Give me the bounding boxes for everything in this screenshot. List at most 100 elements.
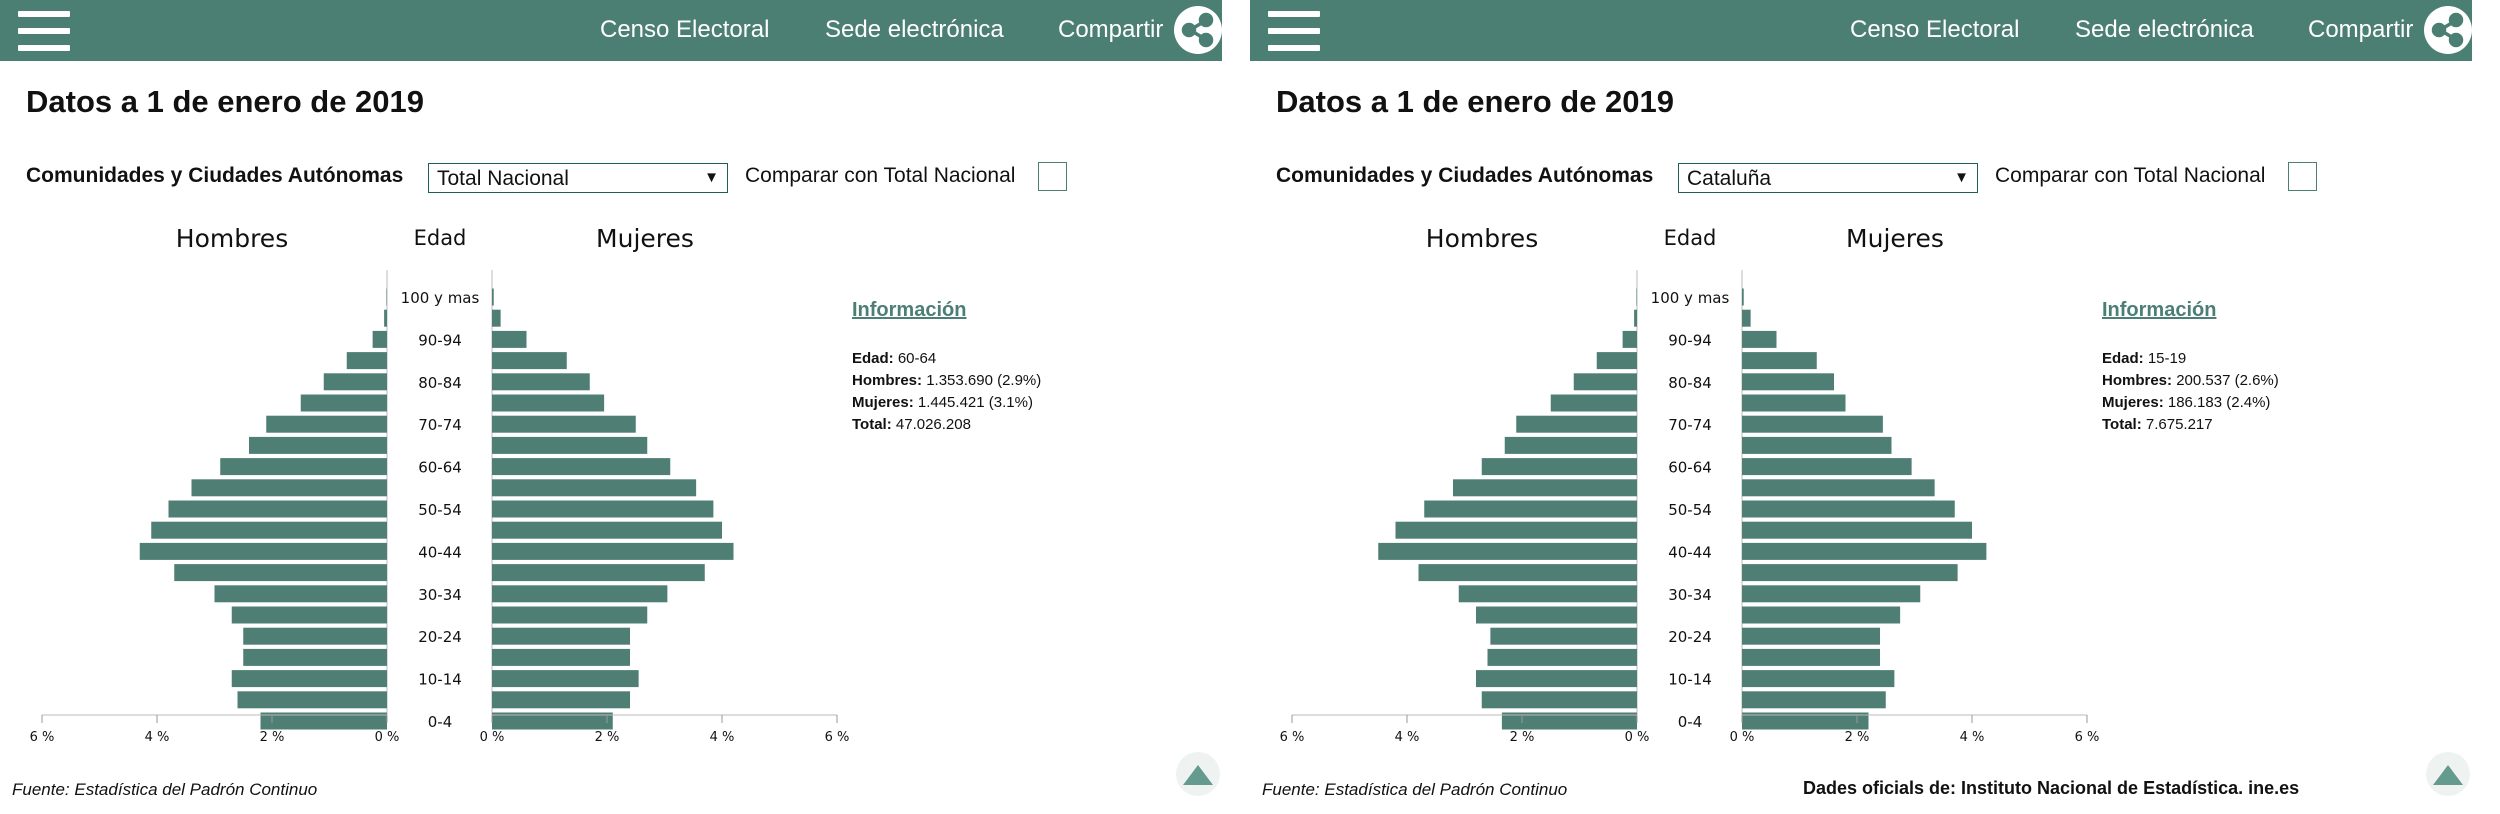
bar-hombres-30-34 <box>1458 585 1637 603</box>
hamburger-icon[interactable] <box>18 11 70 51</box>
top-nav-bar: Censo Electoral Sede electrónica Compart… <box>0 0 1222 61</box>
info-mujeres-label: Mujeres: <box>852 394 914 411</box>
x-tick-label: 2 % <box>1510 730 1535 745</box>
info-hombres-label: Hombres: <box>2102 372 2173 389</box>
bar-mujeres-10-14 <box>1742 670 1895 688</box>
bar-hombres-20-24 <box>243 627 387 645</box>
age-tick-label: 50-54 <box>1668 501 1712 519</box>
compare-checkbox[interactable] <box>2288 162 2317 191</box>
x-tick-label: 4 % <box>1395 730 1420 745</box>
bar-mujeres-35-39 <box>492 564 705 582</box>
bar-mujeres-45-49 <box>1742 521 1972 539</box>
bar-mujeres-40-44 <box>492 542 734 560</box>
bar-mujeres-0-4 <box>1742 712 1869 730</box>
info-hombres-value: 200.537 (2.6%) <box>2176 372 2279 389</box>
chart-title-hombres: Hombres <box>1426 224 1538 253</box>
region-select[interactable]: Total Nacional ▼ <box>428 163 728 193</box>
scroll-top-button[interactable] <box>1176 752 1220 796</box>
age-tick-label: 100 y mas <box>401 289 480 307</box>
nav-sede-electronica[interactable]: Sede electrónica <box>2075 16 2254 43</box>
bar-hombres-0-4 <box>1501 712 1637 730</box>
bar-hombres-65-69 <box>249 436 387 454</box>
bar-hombres-100 y mas <box>1636 288 1637 306</box>
age-tick-label: 20-24 <box>418 628 462 646</box>
bar-hombres-95-99 <box>1634 309 1637 327</box>
scroll-top-button[interactable] <box>2426 752 2470 796</box>
chart-title-edad: Edad <box>1664 226 1717 250</box>
bar-mujeres-70-74 <box>1742 415 1883 433</box>
bar-mujeres-0-4 <box>492 712 613 730</box>
chart-title-hombres: Hombres <box>176 224 288 253</box>
bar-hombres-75-79 <box>300 394 387 412</box>
region-filter-label: Comunidades y Ciudades Autónomas <box>1276 164 1654 187</box>
age-tick-label: 20-24 <box>1668 628 1712 646</box>
bar-hombres-10-14 <box>1476 670 1637 688</box>
x-tick-label: 0 % <box>480 730 505 745</box>
bar-mujeres-5-9 <box>492 691 630 709</box>
age-tick-label: 30-34 <box>1668 586 1712 604</box>
nav-censo-electoral[interactable]: Censo Electoral <box>1850 16 2020 43</box>
info-edad-value: 60-64 <box>897 350 937 367</box>
bar-hombres-10-14 <box>231 670 387 688</box>
bar-mujeres-55-59 <box>492 479 697 497</box>
bar-mujeres-25-29 <box>492 606 648 624</box>
x-tick-label: 0 % <box>1625 730 1650 745</box>
x-tick-label: 6 % <box>1280 730 1305 745</box>
bar-mujeres-60-64 <box>492 458 671 476</box>
bar-mujeres-10-14 <box>492 670 639 688</box>
region-filter-label: Comunidades y Ciudades Autónomas <box>26 164 404 187</box>
bar-mujeres-85-89 <box>492 352 567 370</box>
info-total-label: Total: <box>2102 416 2142 433</box>
nav-compartir[interactable]: Compartir <box>1058 16 1164 43</box>
info-title[interactable]: Información <box>2102 299 2217 321</box>
chevron-down-icon: ▼ <box>704 169 719 186</box>
bar-mujeres-75-79 <box>1742 394 1846 412</box>
age-tick-label: 60-64 <box>418 459 462 477</box>
bar-hombres-90-94 <box>372 330 387 348</box>
source-note: Fuente: Estadística del Padrón Continuo <box>12 780 318 799</box>
bar-mujeres-80-84 <box>1742 373 1834 391</box>
x-tick-label: 0 % <box>1730 730 1755 745</box>
nav-compartir[interactable]: Compartir <box>2308 16 2414 43</box>
region-select[interactable]: Cataluña ▼ <box>1678 163 1978 193</box>
bar-hombres-65-69 <box>1504 436 1637 454</box>
age-tick-label: 80-84 <box>418 374 462 392</box>
bar-mujeres-80-84 <box>492 373 590 391</box>
bar-hombres-45-49 <box>1395 521 1637 539</box>
age-tick-label: 60-64 <box>1668 459 1712 477</box>
official-data-note: Dades oficials de: Instituto Nacional de… <box>1803 778 2300 798</box>
bar-mujeres-95-99 <box>1742 309 1751 327</box>
compare-label: Comparar con Total Nacional <box>1995 164 2266 187</box>
compare-checkbox[interactable] <box>1038 162 1067 191</box>
bar-hombres-60-64 <box>1481 458 1637 476</box>
info-title[interactable]: Información <box>852 299 967 321</box>
bar-mujeres-50-54 <box>492 500 714 518</box>
bar-hombres-70-74 <box>1516 415 1637 433</box>
region-select-value: Cataluña <box>1687 167 1772 190</box>
share-icon[interactable] <box>1174 6 1222 54</box>
age-tick-label: 70-74 <box>418 416 462 434</box>
info-mujeres-value: 1.445.421 (3.1%) <box>917 394 1033 411</box>
bar-hombres-40-44 <box>139 542 387 560</box>
bar-mujeres-50-54 <box>1742 500 1955 518</box>
panel-left: Censo Electoral Sede electrónica Compart… <box>0 0 1222 799</box>
bar-mujeres-30-34 <box>1742 585 1921 603</box>
x-tick-label: 6 % <box>825 730 850 745</box>
bar-mujeres-15-19 <box>492 648 630 666</box>
age-tick-label: 0-4 <box>428 713 453 731</box>
population-pyramid-chart: Hombres Edad Mujeres 0-4 10-14 20-24 30-34 40-4… <box>1280 224 2100 745</box>
bar-hombres-35-39 <box>174 564 387 582</box>
bar-hombres-20-24 <box>1490 627 1637 645</box>
nav-sede-electronica[interactable]: Sede electrónica <box>825 16 1004 43</box>
bar-hombres-80-84 <box>1573 373 1637 391</box>
x-tick-label: 0 % <box>375 730 400 745</box>
nav-censo-electoral[interactable]: Censo Electoral <box>600 16 770 43</box>
info-edad-label: Edad: <box>852 350 894 367</box>
info-hombres-label: Hombres: <box>852 372 923 389</box>
bar-hombres-100 y mas <box>386 288 387 306</box>
bar-hombres-45-49 <box>151 521 387 539</box>
hamburger-icon[interactable] <box>1268 11 1320 51</box>
bar-mujeres-25-29 <box>1742 606 1901 624</box>
share-icon[interactable] <box>2424 6 2472 54</box>
page-title: Datos a 1 de enero de 2019 <box>26 84 425 119</box>
